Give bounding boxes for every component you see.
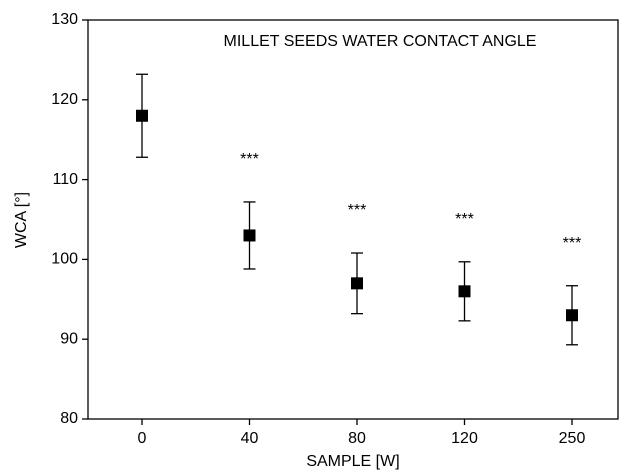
x-tick-label: 80 [348, 430, 366, 447]
significance-label: *** [240, 151, 259, 168]
significance-label: *** [348, 202, 367, 219]
y-tick-label: 80 [60, 410, 78, 427]
significance-label: *** [455, 211, 474, 228]
y-tick-label: 90 [60, 330, 78, 347]
x-tick-label: 40 [241, 430, 259, 447]
significance-label: *** [563, 235, 582, 252]
y-tick-label: 120 [51, 91, 78, 108]
x-axis-label: SAMPLE [W] [306, 453, 399, 470]
x-tick-label: 0 [138, 430, 147, 447]
y-tick-label: 110 [52, 171, 78, 188]
marker [243, 229, 256, 242]
y-axis-label: WCA [°] [13, 192, 30, 248]
y-tick-label: 130 [51, 11, 78, 28]
marker [566, 309, 578, 322]
x-tick-label: 250 [559, 430, 586, 447]
plot-frame [87, 19, 619, 420]
y-tick-label: 100 [51, 251, 78, 268]
x-tick-label: 120 [451, 430, 478, 447]
marker [351, 277, 363, 290]
marker [136, 109, 148, 122]
marker [458, 285, 471, 298]
chart-title: MILLET SEEDS WATER CONTACT ANGLE [224, 33, 537, 50]
